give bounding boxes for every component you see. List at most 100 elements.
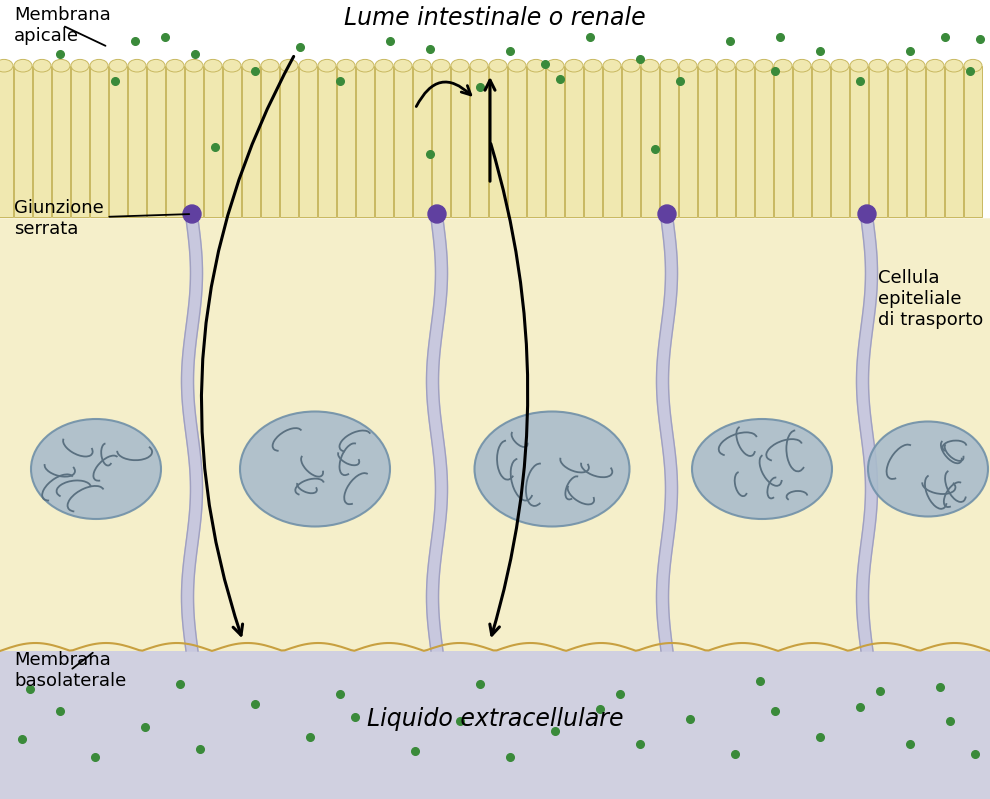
Bar [622,66,640,217]
Text: Giunzione
serrata: Giunzione serrata [14,199,189,238]
Ellipse shape [692,419,832,519]
Text: Membrana
apicale: Membrana apicale [14,6,111,46]
Ellipse shape [603,59,621,72]
Bar [451,66,469,217]
Ellipse shape [261,59,279,72]
Bar [128,66,146,217]
Bar [945,66,963,217]
Bar [907,66,925,217]
Ellipse shape [375,59,393,72]
Bar [432,66,450,217]
Bar [147,66,165,217]
Ellipse shape [850,59,868,72]
Bar [964,66,982,217]
Ellipse shape [774,59,792,72]
Ellipse shape [31,419,161,519]
Ellipse shape [0,59,13,72]
Ellipse shape [793,59,811,72]
Ellipse shape [470,59,488,72]
Ellipse shape [128,59,146,72]
Bar [337,66,355,217]
Ellipse shape [926,59,944,72]
Bar [261,66,279,217]
Ellipse shape [489,59,507,72]
Circle shape [428,205,446,223]
Bar [565,66,583,217]
Ellipse shape [945,59,963,72]
Bar [584,66,602,217]
Ellipse shape [451,59,469,72]
Polygon shape [427,219,447,651]
Bar [850,66,868,217]
Ellipse shape [622,59,640,72]
Bar [166,66,184,217]
Bar [755,66,773,217]
Bar [527,66,545,217]
Bar [717,66,735,217]
Ellipse shape [90,59,108,72]
Polygon shape [0,219,990,651]
Bar [546,66,564,217]
Bar [318,66,336,217]
Polygon shape [856,219,877,651]
Ellipse shape [318,59,336,72]
Ellipse shape [717,59,735,72]
Ellipse shape [508,59,526,72]
Ellipse shape [660,59,678,72]
Ellipse shape [185,59,203,72]
Ellipse shape [888,59,906,72]
Ellipse shape [565,59,583,72]
Bar [223,66,241,217]
Bar [299,66,317,217]
Bar [508,66,526,217]
Ellipse shape [907,59,925,72]
Bar [869,66,887,217]
Bar [185,66,203,217]
Bar [0,219,990,651]
Ellipse shape [394,59,412,72]
Ellipse shape [109,59,127,72]
Bar [489,66,507,217]
Ellipse shape [755,59,773,72]
Bar [52,66,70,217]
Text: Lume intestinale o renale: Lume intestinale o renale [345,6,645,30]
Ellipse shape [432,59,450,72]
Ellipse shape [868,422,988,516]
Ellipse shape [527,59,545,72]
Ellipse shape [280,59,298,72]
Circle shape [183,205,201,223]
Ellipse shape [299,59,317,72]
Bar [109,66,127,217]
Bar [375,66,393,217]
Ellipse shape [204,59,222,72]
Bar [926,66,944,217]
Ellipse shape [831,59,849,72]
Ellipse shape [33,59,51,72]
Ellipse shape [337,59,355,72]
Circle shape [658,205,676,223]
Bar [660,66,678,217]
Ellipse shape [679,59,697,72]
Bar [774,66,792,217]
Bar [33,66,51,217]
Text: Liquido extracellulare: Liquido extracellulare [366,707,624,731]
Bar [242,66,260,217]
Bar [641,66,659,217]
Text: Cellula
epiteliale
di trasporto: Cellula epiteliale di trasporto [878,269,983,328]
Bar [90,66,108,217]
Bar [698,66,716,217]
Ellipse shape [812,59,830,72]
Bar [14,66,32,217]
Bar [204,66,222,217]
Polygon shape [656,219,677,651]
Circle shape [858,205,876,223]
Ellipse shape [584,59,602,72]
Ellipse shape [869,59,887,72]
Bar [0,651,990,799]
Bar [71,66,89,217]
Ellipse shape [698,59,716,72]
Bar [394,66,412,217]
Ellipse shape [52,59,70,72]
Polygon shape [181,219,203,651]
Ellipse shape [736,59,754,72]
